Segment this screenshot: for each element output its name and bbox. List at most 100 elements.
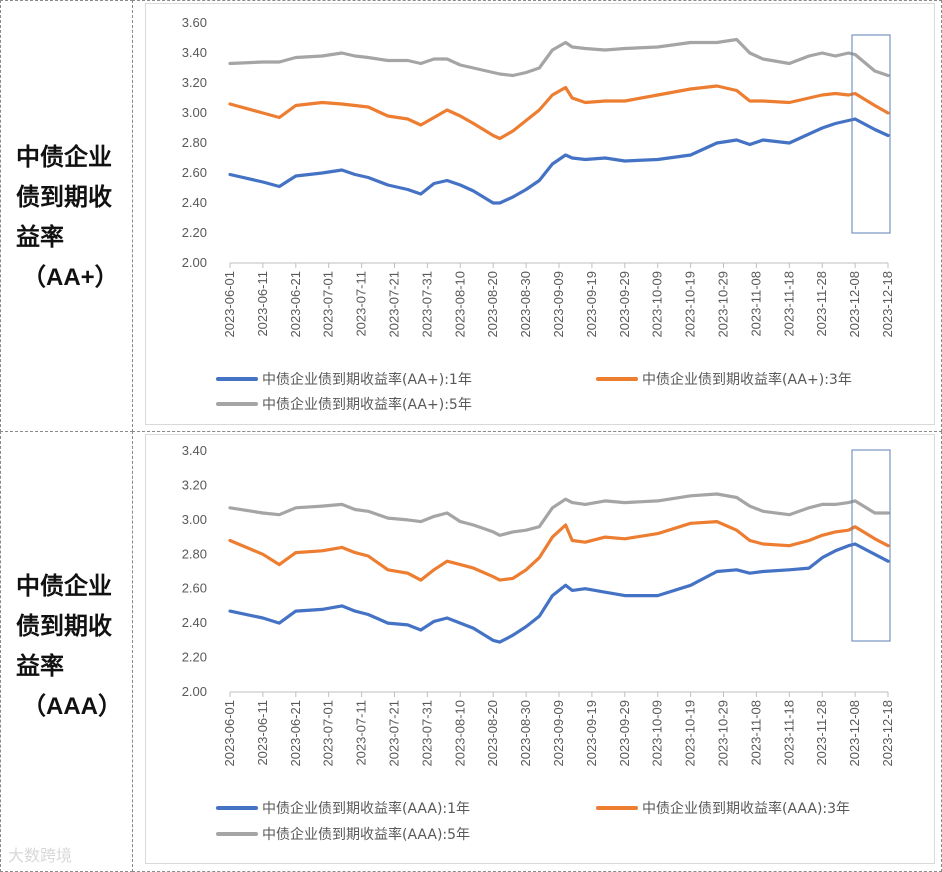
data-point (716, 85, 718, 87)
data-point (262, 181, 264, 183)
data-point (551, 594, 554, 597)
x-tick-label: 2023-08-30 (518, 271, 533, 338)
label-line: 中债企业 (16, 573, 112, 600)
label-line: （AA+） (22, 264, 119, 291)
data-point (387, 184, 389, 186)
data-point (854, 525, 856, 528)
data-point (834, 122, 837, 125)
data-point (834, 55, 837, 57)
data-point (433, 182, 435, 185)
legend-label: 中债企业债到期收益率(AA+):3年 (642, 371, 852, 388)
chart-aaa: 2.00 2.20 2.40 2.60 2.80 3.00 3.20 3.40 2023-06-… (182, 443, 895, 843)
data-point (420, 193, 422, 195)
data-point (321, 608, 323, 611)
data-point (656, 594, 659, 597)
data-point (624, 501, 626, 504)
x-tick-label: 2023-09-29 (617, 700, 632, 767)
data-point (538, 109, 541, 111)
data-point (387, 59, 389, 62)
data-point (367, 176, 369, 179)
data-point (538, 67, 541, 69)
data-point (367, 56, 369, 59)
x-tick-label: 2023-12-18 (880, 700, 895, 767)
data-point (571, 97, 573, 99)
data-point (278, 563, 281, 566)
data-point (406, 572, 409, 575)
data-point (887, 112, 889, 114)
x-tick-label: 2023-06-21 (288, 700, 303, 767)
x-tick-label: 2023-06-01 (222, 271, 237, 338)
data-point (354, 508, 356, 511)
highlight-box (851, 449, 891, 642)
x-tick-label: 2023-12-08 (847, 271, 862, 338)
y-tick-label: 3.40 (182, 443, 207, 458)
data-point (472, 67, 475, 69)
data-point (656, 532, 659, 535)
y-tick-label: 2.00 (182, 255, 207, 270)
data-point (321, 101, 323, 104)
data-point (887, 560, 889, 562)
data-point (262, 61, 264, 63)
data-point (656, 46, 659, 48)
x-tick-label: 2023-09-09 (551, 271, 566, 338)
data-point (433, 515, 435, 518)
data-point (874, 537, 876, 540)
data-point (821, 52, 823, 54)
data-point (762, 139, 764, 141)
x-tick-label: 2023-08-20 (485, 271, 500, 338)
y-tick-label: 3.00 (182, 512, 207, 527)
data-point (354, 104, 356, 107)
series-line (228, 542, 890, 644)
y-tick-label: 2.60 (182, 581, 207, 596)
data-point (512, 531, 514, 533)
data-point (367, 106, 369, 108)
data-point (498, 73, 501, 75)
data-point (584, 101, 587, 104)
data-point (689, 494, 692, 497)
data-point (847, 52, 850, 54)
data-point (354, 551, 356, 554)
x-tick-label: 2023-07-01 (321, 271, 336, 338)
data-point (433, 116, 435, 119)
data-point (433, 58, 435, 60)
data-point (551, 49, 554, 51)
x-tick-label: 2023-06-01 (222, 700, 237, 767)
data-point (229, 507, 231, 509)
x-tick-label: 2023-11-28 (814, 271, 829, 337)
data-point (538, 556, 541, 559)
data-point (446, 109, 448, 111)
data-point (749, 52, 751, 54)
data-point (321, 505, 323, 507)
x-tick-label: 2023-12-18 (880, 271, 895, 338)
data-point (716, 142, 718, 144)
data-point (604, 100, 606, 102)
data-point (571, 539, 573, 542)
x-tick-label: 2023-11-08 (748, 271, 763, 337)
data-point (321, 550, 323, 552)
data-point (512, 74, 514, 77)
data-point (716, 520, 718, 523)
data-point (624, 594, 626, 597)
data-point (341, 546, 343, 549)
data-point (367, 613, 369, 616)
series-line (228, 492, 890, 537)
data-point (459, 64, 462, 66)
data-point (762, 58, 764, 60)
data-point (735, 139, 738, 141)
x-tick-label: 2023-08-10 (452, 271, 467, 338)
data-point (874, 104, 876, 107)
x-tick-label: 2023-11-18 (781, 271, 796, 337)
data-point (584, 47, 587, 50)
y-tick-label: 2.60 (182, 165, 207, 180)
data-point (551, 163, 554, 165)
data-point (584, 503, 587, 506)
data-point (295, 56, 297, 59)
data-point (295, 610, 297, 612)
data-point (459, 184, 462, 186)
data-point (656, 500, 659, 502)
x-tick-label: 2023-08-10 (452, 700, 467, 767)
data-point (492, 202, 495, 204)
data-point (887, 74, 889, 77)
data-point (656, 94, 659, 96)
data-point (689, 584, 692, 587)
